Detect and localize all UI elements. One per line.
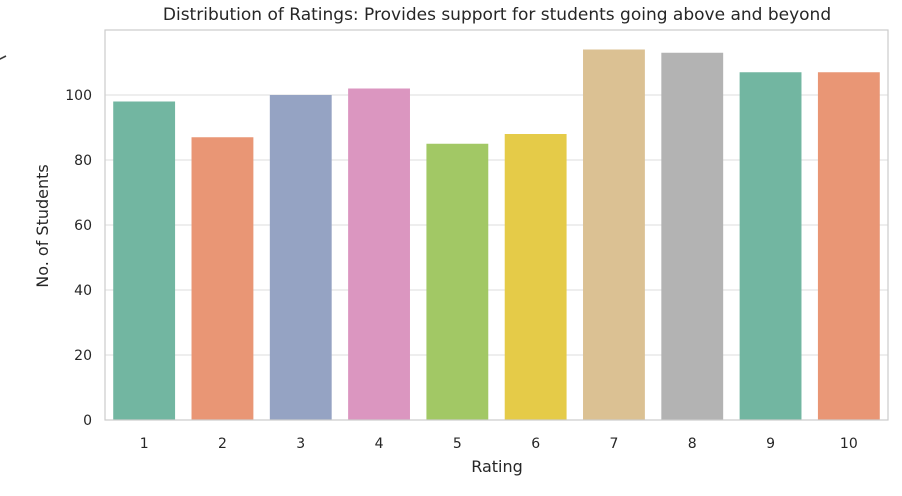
x-tick-label: 3 [296, 436, 305, 452]
x-axis-label: Rating [471, 457, 523, 476]
y-tick-label: 100 [65, 88, 92, 104]
y-tick-label: 60 [74, 218, 92, 234]
y-tick-label: 40 [74, 283, 92, 299]
bar-rating-10 [817, 72, 880, 420]
y-tick-label: 0 [83, 413, 92, 429]
bar-rating-4 [348, 88, 410, 420]
y-tick-labels: 0 20 40 60 80 100 [65, 88, 92, 429]
x-tick-label: 1 [140, 436, 149, 452]
y-tick-label: 80 [74, 153, 92, 169]
y-axis-label: No. of Students [33, 164, 52, 287]
x-tick-label: 2 [218, 436, 227, 452]
bar-rating-9 [739, 72, 802, 420]
x-tick-label: 8 [688, 436, 697, 452]
corner-mark-decoration [0, 55, 7, 60]
x-tick-label: 4 [375, 436, 384, 452]
x-tick-label: 9 [766, 436, 775, 452]
bar-rating-3 [269, 95, 332, 420]
x-tick-labels: 1 2 3 4 5 6 7 8 9 10 [140, 436, 858, 452]
y-tick-label: 20 [74, 348, 92, 364]
x-tick-label: 5 [453, 436, 462, 452]
chart-title: Distribution of Ratings: Provides suppor… [163, 5, 831, 25]
bar-rating-6 [504, 134, 567, 420]
x-tick-label: 10 [840, 436, 858, 452]
bar-rating-7 [583, 49, 645, 420]
bar-rating-8 [661, 52, 724, 420]
bars [113, 49, 880, 420]
x-tick-label: 7 [609, 436, 618, 452]
bar-rating-2 [191, 137, 254, 420]
bar-rating-5 [426, 143, 489, 420]
plot-frame [104, 29, 889, 421]
x-tick-label: 6 [531, 436, 540, 452]
bar-rating-1 [113, 101, 176, 420]
